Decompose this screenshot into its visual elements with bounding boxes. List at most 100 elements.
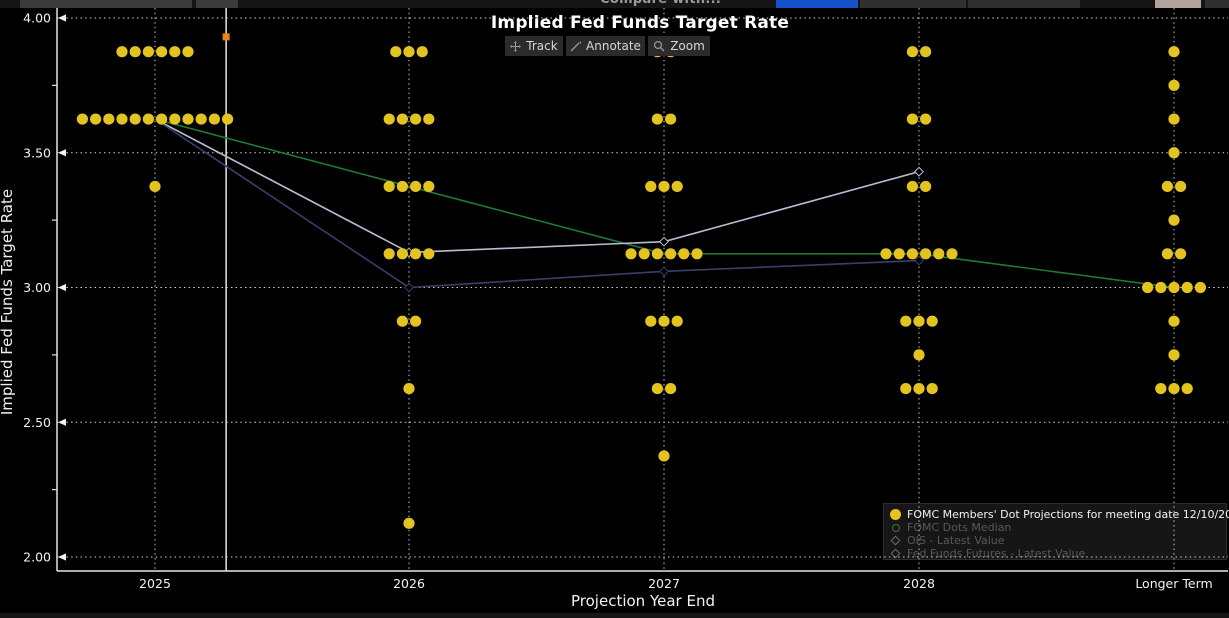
fomc-dot — [665, 382, 677, 395]
gray-button[interactable] — [1205, 0, 1229, 8]
compare-with-button[interactable]: Compare with... — [600, 0, 780, 7]
fomc-dot — [691, 248, 703, 260]
fomc-dot — [396, 248, 408, 260]
fomc-dot — [1142, 281, 1154, 294]
fomc-dot — [182, 46, 194, 58]
fomc-dot — [645, 315, 657, 327]
fomc-dot — [116, 46, 128, 58]
fomc-dot — [625, 248, 637, 260]
fomc-dot — [1168, 214, 1180, 226]
fomc-dot — [913, 349, 925, 361]
axis-arrow-icon — [58, 149, 66, 157]
top-app-bar: Compare with... — [0, 0, 1229, 8]
fomc-dot — [1181, 281, 1193, 294]
fomc-dot — [926, 382, 938, 395]
tan-button[interactable] — [1155, 0, 1201, 8]
fomc-dot — [946, 248, 958, 260]
legend-item-dot-projections[interactable]: FOMC Members' Dot Projections for meetin… — [890, 508, 1229, 521]
fomc-dot — [906, 46, 919, 58]
axis-arrow-icon — [58, 283, 66, 292]
toolbar-segment[interactable] — [196, 0, 238, 8]
x-tick-label: 2028 — [903, 576, 935, 591]
current-date-marker — [222, 33, 230, 41]
x-axis-title: Projection Year End — [571, 592, 715, 610]
fomc-dot — [1161, 180, 1173, 193]
fomc-dot — [913, 382, 925, 395]
fomc-dot — [1168, 349, 1180, 361]
fomc-dot — [390, 46, 402, 58]
fomc-dot — [208, 113, 220, 125]
fomc-dot — [142, 46, 154, 58]
gray-button[interactable] — [860, 0, 966, 8]
fomc-dot — [900, 315, 912, 327]
diamond-marker-icon — [404, 282, 414, 293]
fomc-dot — [671, 180, 683, 193]
x-tick-label: 2027 — [648, 576, 680, 591]
fomc-dot — [1175, 180, 1187, 193]
track-button[interactable]: Track — [505, 36, 563, 56]
fomc-dot — [1168, 113, 1180, 125]
fomc-dot — [913, 315, 925, 327]
fomc-dot — [410, 180, 422, 193]
series-line — [154, 118, 1175, 289]
fomc-dot — [156, 113, 168, 125]
open-circle-icon — [892, 523, 900, 532]
fomc-dot — [1161, 248, 1173, 260]
fomc-dot — [195, 113, 207, 125]
legend-label: OIS - Latest Value — [907, 534, 1005, 547]
fomc-dot — [906, 180, 919, 193]
crosshair-icon — [510, 40, 522, 52]
fomc-dot — [678, 248, 690, 260]
fomc-dot — [1168, 79, 1180, 91]
fomc-dot — [403, 382, 415, 395]
fomc-dot — [403, 517, 415, 529]
fomc-dot — [416, 46, 428, 58]
y-tick-label: 2.50 — [23, 415, 51, 430]
fomc-dot — [906, 248, 919, 260]
fomc-dot — [1168, 382, 1180, 395]
fomc-dot — [129, 113, 141, 125]
zoom-button[interactable]: Zoom — [648, 36, 710, 56]
fomc-dot — [403, 46, 415, 58]
fomc-dot — [1168, 46, 1180, 58]
fomc-dot — [1155, 382, 1167, 395]
annotate-button-label: Annotate — [586, 39, 641, 53]
fomc-dot — [410, 113, 422, 125]
fomc-dot — [933, 248, 945, 260]
y-tick-label: 3.00 — [23, 280, 51, 295]
diamond-marker-icon — [659, 266, 669, 277]
bottom-edge-strip — [0, 613, 1229, 618]
y-tick-label: 4.00 — [23, 11, 51, 26]
gray-button[interactable] — [968, 0, 1080, 8]
fomc-dot — [383, 180, 395, 193]
fomc-dot — [893, 248, 905, 260]
fomc-dot — [423, 248, 435, 260]
legend-item-dots-median[interactable]: FOMC Dots Median — [890, 521, 1218, 534]
annotate-button[interactable]: Annotate — [566, 36, 645, 56]
fomc-dot — [665, 248, 677, 260]
fomc-dot — [651, 248, 664, 260]
diamond-marker-icon — [914, 166, 924, 177]
toolbar-segment[interactable] — [20, 0, 192, 8]
diamond-marker-icon — [659, 236, 669, 247]
fomc-dot — [638, 248, 650, 260]
fomc-dot — [880, 248, 892, 260]
diamond-marker-icon — [914, 255, 924, 266]
chart-title: Implied Fed Funds Target Rate — [490, 13, 790, 33]
x-tick-label: 2025 — [139, 576, 171, 591]
fomc-dot — [149, 180, 161, 193]
fomc-dot — [920, 180, 932, 193]
legend-item-ois[interactable]: OIS - Latest Value — [890, 534, 1218, 547]
fomc-dot — [920, 248, 932, 260]
fomc-dot — [169, 46, 181, 58]
fomc-dot — [658, 180, 670, 193]
track-button-label: Track — [526, 39, 558, 53]
series-line — [154, 118, 920, 289]
fomc-dot — [410, 248, 422, 260]
fomc-dot — [671, 315, 683, 327]
fomc-dot — [169, 113, 181, 125]
fomc-dot — [90, 113, 102, 125]
fomc-dot — [645, 180, 657, 193]
blue-button[interactable] — [776, 0, 858, 8]
